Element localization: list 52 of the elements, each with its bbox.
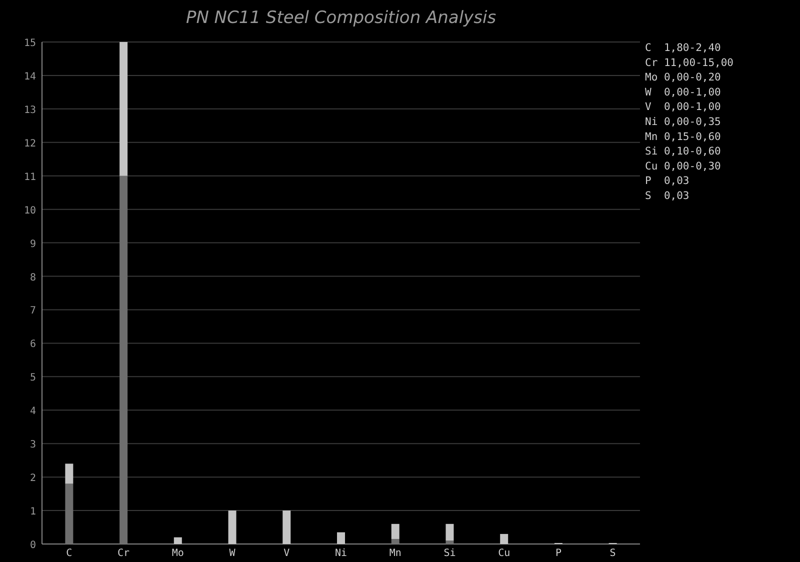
bar: [65, 484, 74, 544]
x-tick-label: W: [229, 548, 236, 559]
bar: [337, 532, 345, 544]
bar: [120, 176, 128, 544]
y-tick-label: 9: [30, 238, 36, 250]
y-tick-label: 5: [30, 372, 36, 384]
bar: [446, 540, 454, 544]
bar: [391, 538, 400, 544]
y-tick-label: 6: [30, 339, 36, 350]
bar: [228, 510, 236, 544]
y-tick-label: 15: [24, 38, 36, 49]
text: Ni 0,00-0,35: [645, 116, 721, 128]
bar: [446, 524, 454, 541]
y-tick-label: 3: [30, 440, 36, 451]
x-tick-label: Cu: [498, 548, 510, 559]
bar: [500, 534, 508, 544]
text: S 0,03: [645, 190, 690, 202]
y-tick-label: 0: [30, 540, 36, 551]
y-tick-label: 1: [30, 506, 36, 518]
text: W 0,00-1,00: [645, 86, 721, 98]
y-tick-label: 13: [24, 104, 36, 116]
x-tick-label: Cr: [118, 548, 130, 559]
y-tick-label: 7: [30, 306, 36, 317]
y-tick-label: 10: [24, 205, 36, 216]
text: Cu 0,00-0,30: [645, 160, 721, 172]
text: C 1,80-2,40: [645, 42, 721, 54]
bar: [282, 510, 291, 544]
y-tick-label: 8: [30, 272, 36, 284]
bar: [174, 537, 182, 544]
x-tick-label: Mn: [389, 548, 402, 559]
bar: [120, 42, 128, 176]
x-tick-label: V: [284, 548, 290, 559]
chart-title: PN NC11 Steel Composition Analysis: [186, 8, 496, 28]
text: Mn 0,15-0,60: [645, 130, 721, 143]
bar: [391, 524, 400, 539]
x-tick-label: C: [66, 548, 72, 559]
text: Mo 0,00-0,20: [645, 72, 721, 84]
bar: [65, 464, 74, 484]
y-tick-label: 11: [24, 172, 36, 183]
x-tick-label: Si: [444, 548, 456, 559]
text: Si 0,10-0,60: [645, 146, 721, 158]
x-tick-label: S: [610, 548, 616, 559]
x-tick-label: Mo: [172, 548, 184, 559]
x-tick-label: P: [555, 548, 562, 559]
y-tick-label: 14: [24, 71, 36, 82]
text: Cr 11,00-15,00: [645, 56, 734, 69]
text: V 0,00-1,00: [645, 101, 721, 114]
text: P 0,03: [645, 175, 690, 188]
y-tick-label: 2: [30, 473, 36, 484]
y-tick-label: 4: [30, 406, 36, 418]
y-tick-label: 12: [24, 138, 36, 150]
x-tick-label: Ni: [334, 548, 348, 559]
